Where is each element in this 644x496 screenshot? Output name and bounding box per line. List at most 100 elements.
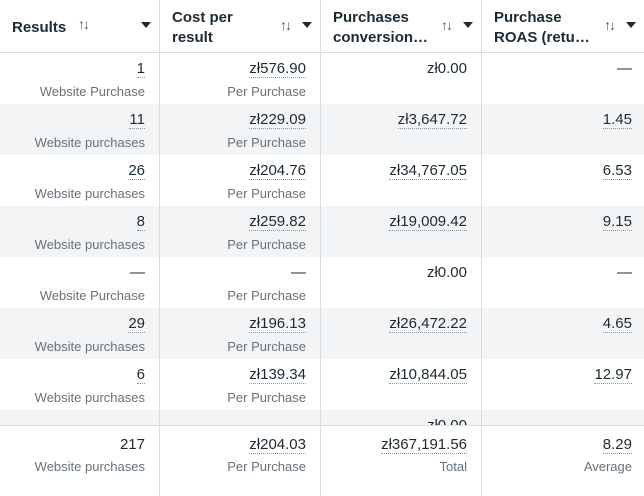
purchases-conversion-cell: zł0.00: [321, 53, 482, 104]
column-header-label: Results: [12, 19, 67, 36]
roas-cell: 6.53: [482, 155, 644, 206]
total-conversion-value[interactable]: zł367,191.56: [381, 436, 467, 454]
total-roas-value[interactable]: 8.29: [602, 436, 632, 454]
purchases-conversion-cell: zł3,647.72: [321, 104, 482, 155]
sort-arrows-icon[interactable]: ↑↓: [78, 16, 90, 32]
cost-per-result-cell: zł196.13 Per Purchase: [160, 308, 321, 359]
table-row: 26 Website purchases zł204.76 Per Purcha…: [0, 155, 644, 206]
results-cell: 6 Website purchases: [0, 359, 160, 410]
total-cost-label: Per Purchase: [227, 459, 306, 474]
roas-cell: —: [482, 410, 644, 425]
results-cell: 1 Website Purchase: [0, 53, 160, 104]
purchases-conversion-cell: zł0.00: [321, 410, 482, 425]
caret-down-icon[interactable]: [141, 22, 151, 28]
roas-value[interactable]: 6.53: [602, 162, 632, 180]
roas-value: —: [617, 264, 632, 281]
table-row: — Website Purchase — Per Purchase zł0.00…: [0, 257, 644, 308]
results-type-label: Website purchases: [34, 186, 145, 201]
table-row: 8 Website purchases zł259.82 Per Purchas…: [0, 206, 644, 257]
conversion-value[interactable]: zł3,647.72: [397, 111, 467, 129]
column-header-purchase-roas[interactable]: Purchase ROAS (retu… ↑↓: [482, 0, 644, 53]
cost-type-label: Per Purchase: [227, 237, 306, 252]
results-value[interactable]: 11: [129, 111, 145, 129]
caret-down-icon[interactable]: [626, 22, 636, 28]
table-row: 1 Website Purchase zł576.90 Per Purchase…: [0, 53, 644, 104]
total-roas-label: Average: [583, 459, 632, 474]
results-type-label: Website purchases: [34, 237, 145, 252]
results-value[interactable]: 1: [136, 60, 145, 78]
results-value: —: [0, 410, 145, 425]
cost-value[interactable]: zł204.76: [249, 162, 306, 180]
conversion-value: zł0.00: [426, 264, 467, 281]
cost-per-result-cell: —: [160, 410, 321, 425]
purchases-conversion-cell: zł34,767.05: [321, 155, 482, 206]
cost-per-result-cell: zł139.34 Per Purchase: [160, 359, 321, 410]
cost-per-result-cell: zł204.76 Per Purchase: [160, 155, 321, 206]
roas-value: —: [617, 60, 632, 77]
roas-cell: 12.97: [482, 359, 644, 410]
results-cell: 29 Website purchases: [0, 308, 160, 359]
conversion-value[interactable]: zł26,472.22: [389, 315, 467, 333]
cost-type-label: Per Purchase: [227, 339, 306, 354]
column-header-cost-per-result[interactable]: Cost per result ↑↓: [160, 0, 321, 53]
caret-down-icon[interactable]: [463, 22, 473, 28]
results-value[interactable]: 26: [128, 162, 145, 180]
conversion-value[interactable]: zł34,767.05: [389, 162, 467, 180]
roas-value[interactable]: 12.97: [594, 366, 632, 384]
table-body: 1 Website Purchase zł576.90 Per Purchase…: [0, 53, 644, 425]
cost-type-label: Per Purchase: [227, 390, 306, 405]
roas-value[interactable]: 4.65: [602, 315, 632, 333]
column-header-results[interactable]: Results ↑↓: [0, 0, 160, 53]
results-value[interactable]: 6: [136, 366, 145, 384]
cost-value[interactable]: zł229.09: [249, 111, 306, 129]
column-header-purchases-conversion[interactable]: Purchases conversion… ↑↓: [321, 0, 482, 53]
roas-value[interactable]: 9.15: [602, 213, 632, 231]
conversion-value[interactable]: zł10,844.05: [389, 366, 467, 384]
total-results-value: 217: [119, 436, 145, 453]
cost-value[interactable]: zł139.34: [249, 366, 306, 384]
roas-cell: 4.65: [482, 308, 644, 359]
results-cell: 11 Website purchases: [0, 104, 160, 155]
results-type-label: Website purchases: [34, 339, 145, 354]
total-results-label: Website purchases: [34, 459, 145, 474]
cost-value[interactable]: zł576.90: [249, 60, 306, 78]
purchases-conversion-cell: zł26,472.22: [321, 308, 482, 359]
results-type-label: Website Purchase: [39, 288, 145, 303]
results-value[interactable]: 29: [128, 315, 145, 333]
roas-value: —: [482, 410, 632, 425]
results-type-label: Website Purchase: [39, 84, 145, 99]
cost-per-result-cell: zł229.09 Per Purchase: [160, 104, 321, 155]
purchases-conversion-cell: zł10,844.05: [321, 359, 482, 410]
cost-value: —: [160, 410, 306, 425]
cost-value[interactable]: zł196.13: [249, 315, 306, 333]
caret-down-icon[interactable]: [302, 22, 312, 28]
results-type-label: Website purchases: [34, 390, 145, 405]
results-value[interactable]: 8: [136, 213, 145, 231]
table-totals-row: 217 Website purchases zł204.03 Per Purch…: [0, 425, 644, 496]
purchases-conversion-cell: zł19,009.42: [321, 206, 482, 257]
column-header-label: Cost per result: [172, 9, 233, 46]
results-cell: —: [0, 410, 160, 425]
table-header: Results ↑↓ Cost per result ↑↓ Purchases …: [0, 0, 644, 53]
sort-arrows-icon[interactable]: ↑↓: [280, 17, 292, 33]
roas-cell: —: [482, 257, 644, 308]
table-row: 11 Website purchases zł229.09 Per Purcha…: [0, 104, 644, 155]
cost-type-label: Per Purchase: [227, 84, 306, 99]
total-results-cell: 217 Website purchases: [0, 426, 160, 496]
total-cost-value[interactable]: zł204.03: [249, 436, 306, 454]
sort-arrows-icon[interactable]: ↑↓: [441, 17, 453, 33]
total-conversion-label: Total: [439, 459, 467, 474]
results-value: —: [130, 264, 145, 281]
conversion-value: zł0.00: [321, 410, 467, 425]
total-conversion-cell: zł367,191.56 Total: [321, 426, 482, 496]
purchases-conversion-cell: zł0.00: [321, 257, 482, 308]
sort-arrows-icon[interactable]: ↑↓: [604, 17, 616, 33]
conversion-value[interactable]: zł19,009.42: [389, 213, 467, 231]
cost-type-label: Per Purchase: [227, 135, 306, 150]
conversion-value: zł0.00: [426, 60, 467, 77]
column-header-label: Purchase ROAS (retu…: [494, 9, 590, 46]
cost-value[interactable]: zł259.82: [249, 213, 306, 231]
results-cell: — Website Purchase: [0, 257, 160, 308]
roas-value[interactable]: 1.45: [602, 111, 632, 129]
